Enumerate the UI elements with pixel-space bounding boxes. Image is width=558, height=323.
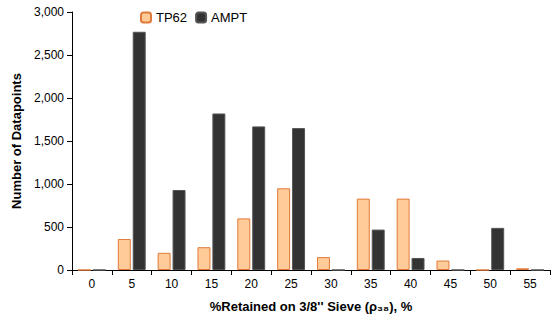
svg-text:45: 45 xyxy=(444,277,458,291)
svg-text:AMPT: AMPT xyxy=(211,10,247,25)
svg-text:55: 55 xyxy=(523,277,537,291)
svg-text:3,000: 3,000 xyxy=(34,5,64,19)
svg-text:25: 25 xyxy=(284,277,298,291)
svg-text:%Retained on 3/8'' Sieve (ρ₃₈): %Retained on 3/8'' Sieve (ρ₃₈), % xyxy=(210,299,413,314)
svg-text:10: 10 xyxy=(165,277,179,291)
svg-text:35: 35 xyxy=(364,277,378,291)
svg-text:Number of Datapoints: Number of Datapoints xyxy=(9,73,24,209)
svg-text:1,000: 1,000 xyxy=(34,177,64,191)
svg-text:TP62: TP62 xyxy=(156,10,187,25)
svg-text:2,000: 2,000 xyxy=(34,91,64,105)
svg-text:20: 20 xyxy=(245,277,259,291)
svg-text:500: 500 xyxy=(44,220,64,234)
svg-text:30: 30 xyxy=(324,277,338,291)
svg-text:40: 40 xyxy=(404,277,418,291)
svg-text:0: 0 xyxy=(57,263,64,277)
svg-text:5: 5 xyxy=(128,277,135,291)
svg-text:0: 0 xyxy=(89,277,96,291)
svg-text:15: 15 xyxy=(205,277,219,291)
svg-text:1,500: 1,500 xyxy=(34,134,64,148)
svg-text:50: 50 xyxy=(484,277,498,291)
svg-text:2,500: 2,500 xyxy=(34,48,64,62)
